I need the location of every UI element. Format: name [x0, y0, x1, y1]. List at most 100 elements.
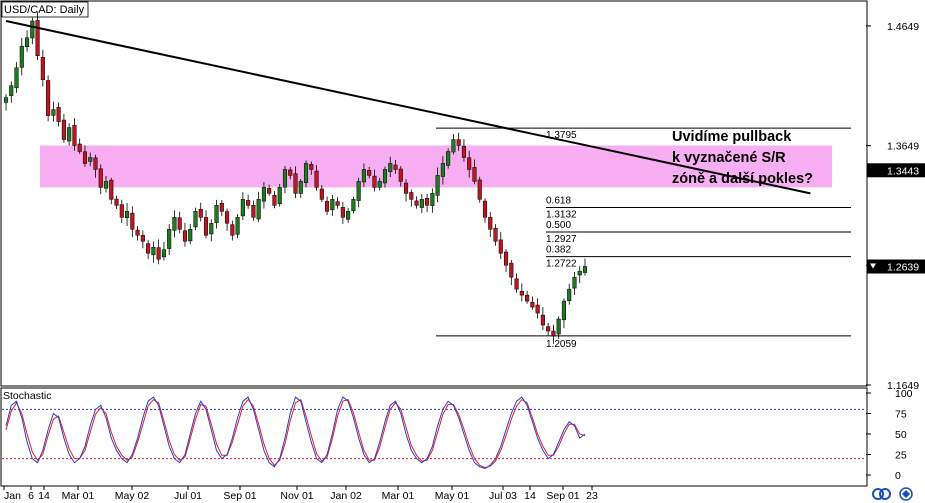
- candle: [93, 157, 98, 170]
- candle: [556, 318, 561, 335]
- candle: [188, 229, 193, 242]
- candle: [135, 229, 140, 236]
- candle: [214, 205, 219, 224]
- stochastic-tick-label: 100: [895, 388, 913, 400]
- candle: [119, 204, 124, 218]
- candle: [325, 201, 330, 212]
- candle: [193, 211, 198, 228]
- candle: [235, 217, 240, 235]
- candle: [435, 175, 440, 196]
- candle: [167, 229, 172, 249]
- candle: [340, 207, 345, 218]
- candle: [277, 187, 282, 205]
- candle: [488, 216, 493, 230]
- stochastic-tick-label: 25: [895, 450, 907, 462]
- price-marker-box: [867, 259, 925, 274]
- candle: [146, 243, 151, 254]
- time-tick-label: Nov 01: [280, 490, 313, 502]
- candle: [372, 175, 377, 188]
- candle: [230, 224, 235, 236]
- candle: [51, 109, 56, 116]
- time-tick-label: 14: [524, 490, 536, 502]
- time-tick-label: May 01: [435, 490, 470, 502]
- fib-ratio-label: 0.382: [546, 245, 571, 256]
- candle: [319, 188, 324, 200]
- candle: [409, 192, 414, 200]
- candle: [109, 179, 114, 200]
- candle: [67, 127, 72, 142]
- time-tick-label: Jan: [4, 490, 21, 502]
- candle: [256, 199, 261, 220]
- candle: [72, 124, 77, 146]
- candle: [219, 203, 224, 212]
- time-tick-label: Jul 01: [174, 490, 202, 502]
- candle: [172, 217, 177, 231]
- candle: [535, 304, 540, 314]
- candle: [519, 291, 524, 296]
- price-marker-label: 1.3443: [887, 165, 919, 177]
- stochastic-tick-label: 50: [895, 429, 907, 441]
- candle: [577, 270, 582, 276]
- candle: [356, 181, 361, 201]
- fib-ratio-label: 0.500: [546, 220, 571, 231]
- annotation-line-1: Uvidíme pullback: [672, 129, 792, 145]
- candle: [293, 173, 298, 194]
- candle: [240, 199, 245, 217]
- candle: [393, 164, 398, 170]
- time-axis: Jan 6 14 Mar 01 May 02 Jul 01 Sep 01 Nov 01 Jan …: [3, 486, 598, 502]
- stochastic-title: Stochastic: [3, 390, 51, 402]
- candle: [493, 227, 498, 242]
- candle: [182, 230, 188, 242]
- candle: [82, 151, 88, 164]
- candle: [156, 247, 161, 260]
- stochastic-k-line: [5, 396, 586, 469]
- candle: [451, 139, 456, 153]
- price-marker-arrow-icon: [870, 263, 876, 269]
- time-tick-label: 23: [586, 490, 598, 502]
- candle: [288, 169, 293, 176]
- candle: [309, 164, 314, 170]
- candle: [25, 37, 30, 48]
- candle: [225, 211, 230, 224]
- candle: [209, 223, 214, 235]
- candle: [414, 200, 419, 206]
- time-tick-label: Jul 03: [489, 490, 517, 502]
- candle: [461, 145, 466, 158]
- candle: [114, 198, 119, 206]
- price-tick-label: 1.4649: [887, 21, 919, 33]
- price-tick-label: 1.1649: [887, 380, 919, 392]
- trendline: [5, 20, 811, 195]
- candle: [56, 107, 61, 122]
- price-marker-box: [867, 163, 925, 178]
- candle: [425, 197, 430, 206]
- candle: [314, 170, 319, 188]
- candle: [509, 262, 514, 278]
- candle: [282, 169, 288, 188]
- candle: [88, 157, 93, 162]
- candle: [246, 200, 251, 206]
- candle: [251, 205, 256, 218]
- price-marker-label: 1.2639: [887, 262, 919, 274]
- candle: [440, 163, 445, 177]
- price-tick-label: 1.3649: [887, 141, 919, 153]
- candle: [330, 199, 335, 211]
- link-icon[interactable]: [872, 488, 891, 500]
- annotation-line-2: k vyznačené S/R: [672, 150, 786, 166]
- stochastic-tick-label: 75: [895, 409, 907, 421]
- candle: [14, 67, 19, 89]
- price-panel-frame: [0, 0, 868, 387]
- time-tick-label: Mar 01: [62, 490, 95, 502]
- candle: [456, 139, 461, 146]
- candle: [361, 169, 366, 183]
- candle: [346, 211, 351, 220]
- candle: [367, 170, 372, 176]
- candle: [9, 85, 14, 96]
- time-tick-label: May 02: [115, 490, 150, 502]
- candle: [477, 179, 482, 200]
- candle: [551, 330, 556, 337]
- candle: [482, 200, 488, 218]
- annotation-line-3: zóně a další pokles?: [672, 171, 813, 187]
- fib-low-label: 1.2059: [546, 339, 577, 350]
